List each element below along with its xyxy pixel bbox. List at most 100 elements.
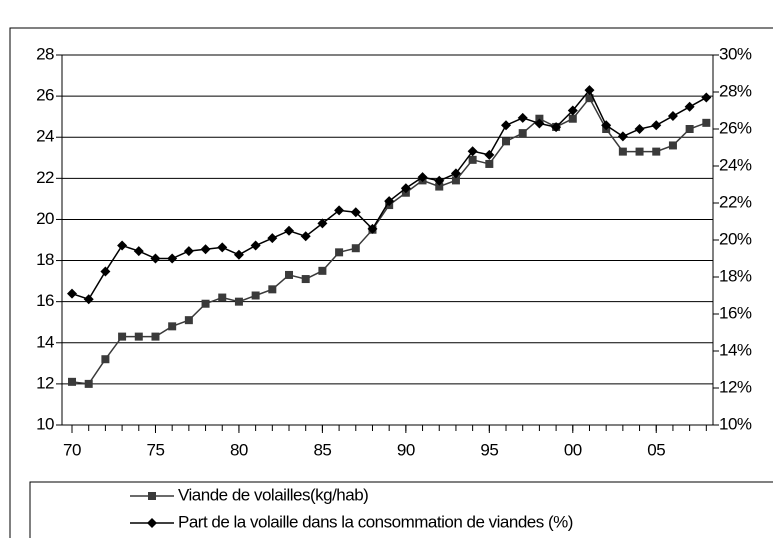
data-point <box>400 183 411 194</box>
data-point <box>684 101 695 112</box>
data-point <box>652 147 661 156</box>
data-point <box>118 332 127 341</box>
data-point <box>518 129 527 138</box>
data-point <box>367 223 378 234</box>
data-point <box>68 377 77 386</box>
data-point <box>300 231 311 242</box>
y-tick-label: 10 <box>36 414 54 433</box>
y-tick-label: 26 <box>36 86 54 105</box>
legend-marker <box>148 492 156 500</box>
data-point <box>183 246 194 257</box>
data-point <box>301 275 310 284</box>
legend-box <box>29 481 773 538</box>
legend-label: Part de la volaille dans la consommation… <box>178 512 573 531</box>
y-tick-label: 12 <box>36 373 54 392</box>
data-point <box>585 94 594 103</box>
data-point <box>702 118 711 127</box>
data-point <box>435 182 444 191</box>
data-point <box>618 147 627 156</box>
y2-tick-label: 16% <box>719 303 752 322</box>
y-tick-label: 28 <box>36 44 54 63</box>
data-point <box>168 322 177 331</box>
data-point <box>233 249 244 260</box>
x-tick-label: 05 <box>647 440 665 459</box>
data-point <box>200 244 211 255</box>
x-tick-label: 00 <box>564 440 582 459</box>
data-point <box>668 141 677 150</box>
data-point <box>167 253 178 264</box>
y2-tick-label: 20% <box>719 229 752 248</box>
data-point <box>268 285 277 294</box>
data-point <box>133 246 144 257</box>
y-tick-label: 20 <box>36 209 54 228</box>
x-tick-label: 75 <box>147 440 165 459</box>
y2-tick-label: 12% <box>719 377 752 396</box>
data-point <box>67 288 78 299</box>
data-point <box>485 159 494 168</box>
data-point <box>450 168 461 179</box>
y2-tick-label: 30% <box>719 44 752 63</box>
y-tick-label: 18 <box>36 250 54 269</box>
data-point <box>184 316 193 325</box>
data-point <box>150 253 161 264</box>
data-point <box>285 270 294 279</box>
data-point <box>468 155 477 164</box>
data-point <box>117 240 128 251</box>
legend-label: Viande de volailles(kg/hab) <box>178 485 368 504</box>
data-point <box>651 120 662 131</box>
data-point <box>134 332 143 341</box>
y2-tick-label: 22% <box>719 192 752 211</box>
y2-tick-label: 26% <box>719 118 752 137</box>
y2-tick-label: 28% <box>719 81 752 100</box>
data-point <box>617 131 628 142</box>
data-point <box>701 92 712 103</box>
data-point <box>201 299 210 308</box>
y2-tick-label: 18% <box>719 266 752 285</box>
data-point <box>267 233 278 244</box>
data-point <box>83 294 94 305</box>
data-point <box>334 205 345 216</box>
data-point <box>417 172 428 183</box>
x-tick-label: 70 <box>63 440 81 459</box>
data-point <box>101 355 110 364</box>
y-tick-label: 16 <box>36 291 54 310</box>
data-point <box>218 293 227 302</box>
data-point <box>685 125 694 133</box>
data-point <box>635 147 644 156</box>
y2-tick-label: 14% <box>719 340 752 359</box>
data-point <box>384 196 395 207</box>
data-point <box>567 105 578 116</box>
x-tick-label: 90 <box>397 440 415 459</box>
data-point <box>568 114 577 123</box>
data-point <box>250 240 261 251</box>
data-point <box>318 266 327 275</box>
data-point <box>534 118 545 129</box>
x-tick-label: 85 <box>313 440 331 459</box>
data-point <box>234 297 243 306</box>
y-tick-label: 24 <box>36 127 54 146</box>
data-point <box>317 218 328 229</box>
x-tick-label: 95 <box>480 440 498 459</box>
y2-tick-label: 10% <box>719 414 752 433</box>
data-point <box>335 248 344 257</box>
data-point <box>551 122 562 133</box>
data-point <box>502 137 511 146</box>
data-point <box>350 207 361 218</box>
data-point <box>517 112 528 123</box>
data-point <box>484 149 495 160</box>
data-point <box>84 379 93 388</box>
y-tick-label: 14 <box>36 332 54 351</box>
chart-frame <box>9 27 773 538</box>
data-point <box>151 332 160 341</box>
data-point <box>284 225 295 236</box>
data-point <box>451 176 460 185</box>
y2-tick-label: 24% <box>719 155 752 174</box>
data-point <box>601 120 612 131</box>
data-point <box>467 146 478 157</box>
data-point <box>351 244 360 253</box>
data-point <box>434 175 445 186</box>
legend-marker <box>147 518 157 528</box>
data-point <box>251 291 260 300</box>
x-tick-label: 80 <box>230 440 248 459</box>
